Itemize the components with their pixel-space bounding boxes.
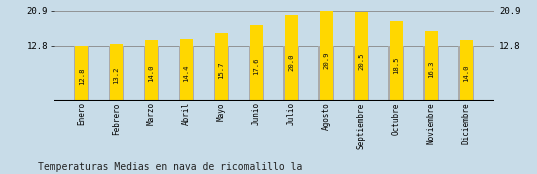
Text: 20.5: 20.5 xyxy=(358,52,364,70)
Bar xyxy=(318,46,334,101)
Bar xyxy=(179,46,194,101)
Text: 18.5: 18.5 xyxy=(393,56,399,74)
Bar xyxy=(249,46,264,101)
Text: 20.9: 20.9 xyxy=(323,52,329,69)
Bar xyxy=(284,46,299,101)
Bar xyxy=(388,46,404,101)
Bar xyxy=(145,40,158,101)
Bar xyxy=(75,46,88,101)
Bar xyxy=(215,33,228,101)
Bar xyxy=(250,25,263,101)
Text: Temperaturas Medias en nava de ricomalillo la: Temperaturas Medias en nava de ricomalil… xyxy=(38,162,302,172)
Text: 20.0: 20.0 xyxy=(288,53,294,71)
Text: 12.8: 12.8 xyxy=(78,67,85,85)
Bar xyxy=(425,30,438,101)
Bar xyxy=(74,46,90,101)
Bar xyxy=(214,46,229,101)
Text: 16.3: 16.3 xyxy=(428,61,434,78)
Bar xyxy=(320,11,333,101)
Bar xyxy=(354,12,368,101)
Bar xyxy=(458,46,474,101)
Bar xyxy=(110,44,123,101)
Bar xyxy=(353,46,369,101)
Bar xyxy=(143,46,159,101)
Bar xyxy=(180,39,193,101)
Text: 15.7: 15.7 xyxy=(219,62,224,79)
Bar xyxy=(108,46,125,101)
Text: 14.4: 14.4 xyxy=(184,64,190,82)
Bar xyxy=(285,14,298,101)
Text: 13.2: 13.2 xyxy=(113,66,120,84)
Bar xyxy=(389,21,403,101)
Text: 17.6: 17.6 xyxy=(253,58,259,76)
Bar xyxy=(460,40,473,101)
Bar xyxy=(423,46,439,101)
Text: 14.0: 14.0 xyxy=(463,65,469,82)
Text: 14.0: 14.0 xyxy=(149,65,155,82)
